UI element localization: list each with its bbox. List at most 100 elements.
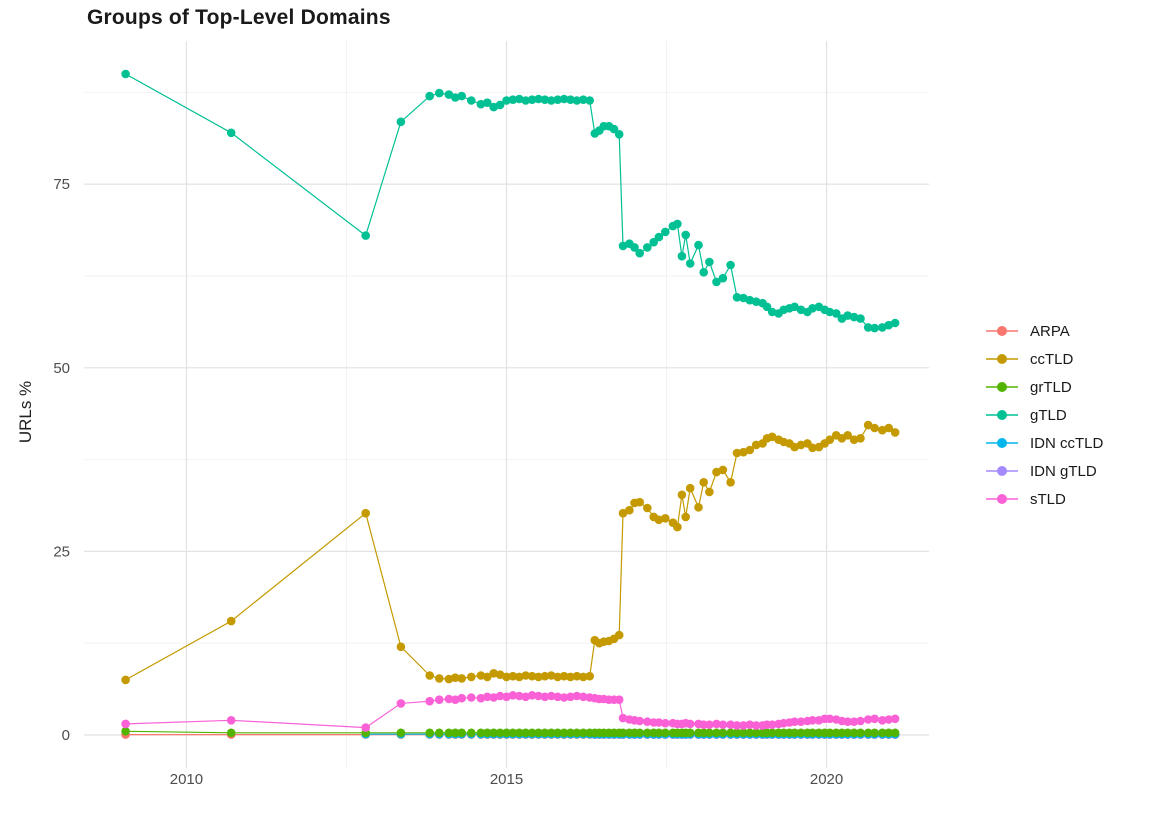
data-point-gtld [566,95,575,104]
data-point-stld [751,721,761,730]
legend-label-cctld: ccTLD [1030,350,1074,368]
data-point-cctld [745,445,755,455]
legend-item-gtld: gTLD [984,406,1103,424]
data-point-stld [483,692,492,702]
data-point-gtld [694,240,703,250]
data-point-stld [457,693,467,703]
legend-key-icon-grtld [986,382,1018,392]
data-point-cctld [673,522,682,532]
data-point-gtld [521,96,530,105]
data-point-gtld [825,307,835,317]
data-point-stld [661,718,670,728]
data-point-stld [718,720,728,729]
data-point-stld [547,691,556,701]
data-point-gtld [831,309,841,318]
data-point-cctld [444,674,454,684]
chart-title: Groups of Top-Level Domains [87,6,391,29]
data-point-grtld [121,727,130,736]
data-point-stld [566,692,575,702]
data-point-gtld [572,96,582,105]
legend-item-stld: sTLD [984,490,1103,508]
data-point-gtld [425,91,435,101]
data-point-gtld [502,96,511,105]
data-point-gtld [673,219,682,229]
data-point-cctld [614,630,624,640]
data-point-cctld [884,423,893,433]
data-point-stld [726,720,735,729]
data-point-gtld [681,230,690,240]
data-point-grtld [745,728,755,738]
data-point-grtld [825,728,835,738]
data-point-cctld [694,503,703,512]
data-point-grtld [476,728,486,738]
data-point-gtld [643,243,652,252]
data-point-grtld [521,728,530,738]
legend-label-stld: sTLD [1030,490,1066,508]
data-point-stld [226,716,236,725]
data-point-gtld [630,243,639,252]
data-point-grtld [661,728,670,738]
data-point-gtld [635,248,644,258]
data-point-stld [559,693,569,702]
data-point-gtld [654,232,664,242]
data-point-stld [396,699,406,708]
data-point-cctld [515,672,524,682]
data-point-grtld [878,728,887,738]
data-point-cctld [489,669,499,678]
data-point-stld [808,716,817,725]
data-point-cctld [566,672,575,682]
data-point-gtld [547,96,556,105]
data-point-grtld [559,728,569,738]
data-point-cctld [585,671,594,681]
data-point-cctld [572,671,582,681]
data-point-grtld [572,728,582,738]
data-point-gtld [863,323,873,332]
data-point-grtld [515,728,524,738]
data-point-grtld [579,728,588,738]
data-point-gtld [699,268,708,277]
data-point-gtld [467,96,476,105]
data-point-cctld [661,514,670,523]
x-tick-label: 2015 [490,771,523,788]
data-point-cctld [635,497,644,507]
data-point-stld [540,692,550,702]
data-point-cctld [856,434,865,443]
data-point-grtld [435,728,444,738]
data-point-gtld [527,95,537,104]
data-point-gtld [435,88,444,98]
data-point-gtld [483,98,492,107]
data-point-grtld [643,728,652,738]
legend-key-icon-stld [986,494,1018,504]
data-point-cctld [226,616,236,626]
data-point-grtld [553,728,562,738]
data-point-gtld [677,251,687,261]
data-point-stld [712,719,721,729]
data-point-grtld [726,728,735,738]
data-point-grtld [739,728,748,738]
legend-key-icon-arpa [986,326,1018,336]
x-tick-label: 2020 [810,771,843,788]
data-point-cctld [553,672,562,682]
data-point-cctld [483,672,492,682]
data-point-grtld [884,728,893,738]
data-point-grtld [685,728,695,738]
data-point-gtld [553,95,562,104]
data-point-grtld [534,728,543,738]
data-point-cctld [547,671,556,680]
data-point-stld [654,718,664,727]
series-line-cctld [125,424,896,681]
data-point-grtld [566,728,575,738]
legend-key-icon-idn-gtld [986,466,1018,476]
data-point-stld [467,693,476,702]
data-point-cctld [870,423,879,433]
data-point-grtld [751,728,761,738]
data-point-grtld [425,728,435,738]
data-point-stld [553,692,562,702]
series-gtld [121,69,900,333]
data-point-cctld [718,465,728,475]
y-tick-label: 0 [62,727,70,744]
legend-item-grtld: grTLD [984,378,1103,396]
data-point-stld [732,721,742,730]
data-point-grtld [849,728,859,738]
